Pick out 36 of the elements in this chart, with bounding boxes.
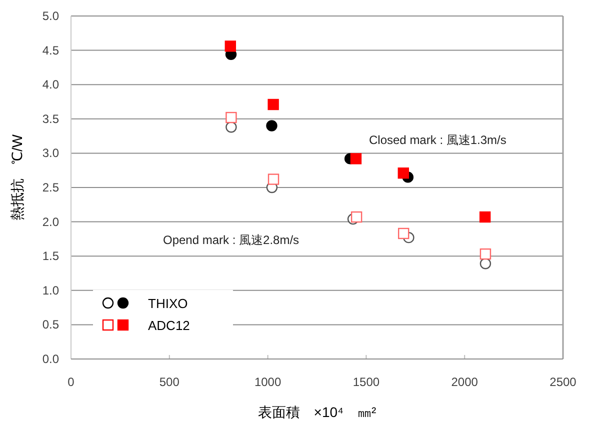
y-tick-label: 5.0 (42, 9, 60, 23)
legend-label: ADC12 (148, 318, 190, 333)
y-tick-label: 2.5 (42, 180, 60, 194)
x-tick-label: 2500 (550, 375, 577, 389)
x-tick-label: 1500 (352, 375, 380, 389)
point (266, 120, 278, 132)
x-tick-label: 0 (68, 375, 75, 389)
y-tick-label: 2.0 (42, 214, 60, 229)
y-tick-label: 4.0 (42, 78, 60, 92)
y-tick-label: 0.0 (42, 352, 60, 366)
y-axis-title: 熱抵抗 ℃/W (9, 134, 25, 221)
x-tick-label: 2000 (451, 375, 478, 389)
point (480, 248, 492, 260)
point (350, 153, 362, 164)
point (479, 211, 491, 223)
legend-label: THIXO (148, 296, 188, 311)
y-tick-label: 0.5 (42, 318, 60, 332)
y-tick-label: 3.0 (42, 146, 60, 160)
x-axis-title: 表面積 ×10⁴ ㎜² (258, 404, 377, 420)
y-tick-label: 4.5 (42, 43, 60, 58)
point (226, 112, 237, 124)
annotation: Closed mark : 風速1.3m/s (369, 133, 506, 147)
point (226, 122, 237, 133)
x-tick-label: 1000 (254, 375, 282, 389)
y-tick-label: 1.5 (42, 249, 60, 264)
point (268, 174, 280, 185)
point (268, 98, 279, 110)
point (224, 40, 236, 52)
point (398, 228, 410, 240)
x-tick-label: 500 (159, 375, 180, 389)
y-tick-label: 3.5 (42, 112, 60, 126)
point (398, 167, 409, 179)
annotation: Opend mark : 風速2.8m/s (163, 233, 300, 247)
point (480, 258, 492, 270)
point (350, 211, 362, 223)
y-tick-label: 1.0 (42, 283, 60, 298)
